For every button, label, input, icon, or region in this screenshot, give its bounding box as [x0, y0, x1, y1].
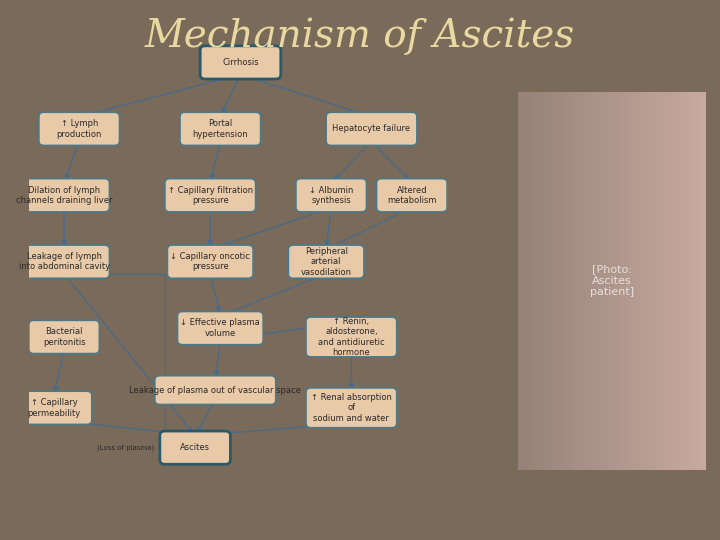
Text: ↑ Capillary filtration
pressure: ↑ Capillary filtration pressure: [168, 186, 253, 205]
FancyBboxPatch shape: [19, 245, 109, 278]
FancyBboxPatch shape: [306, 388, 397, 428]
FancyBboxPatch shape: [165, 179, 256, 212]
FancyBboxPatch shape: [19, 179, 109, 212]
Text: ↓ Capillary oncotic
pressure: ↓ Capillary oncotic pressure: [171, 252, 250, 272]
FancyBboxPatch shape: [167, 245, 253, 278]
Text: Portal
hypertension: Portal hypertension: [192, 119, 248, 139]
Text: Ascites: Ascites: [180, 443, 210, 452]
FancyBboxPatch shape: [180, 112, 261, 145]
Text: [Photo:
Ascites
patient]: [Photo: Ascites patient]: [590, 264, 634, 298]
FancyBboxPatch shape: [377, 179, 447, 212]
Text: Hepatocyte failure: Hepatocyte failure: [333, 124, 410, 133]
FancyBboxPatch shape: [200, 46, 281, 79]
FancyBboxPatch shape: [17, 391, 92, 424]
FancyBboxPatch shape: [288, 245, 364, 278]
Text: Mechanism of Ascites: Mechanism of Ascites: [145, 18, 575, 55]
Text: Dilation of lymph
channels draining liver: Dilation of lymph channels draining live…: [16, 186, 112, 205]
FancyBboxPatch shape: [155, 376, 276, 404]
FancyBboxPatch shape: [29, 320, 99, 354]
FancyBboxPatch shape: [326, 112, 417, 145]
Text: Altered
metabolism: Altered metabolism: [387, 186, 436, 205]
FancyBboxPatch shape: [306, 317, 397, 357]
Text: Leakage of plasma out of vascular space: Leakage of plasma out of vascular space: [130, 386, 301, 395]
Text: ↑ Renal absorption
of
sodium and water: ↑ Renal absorption of sodium and water: [311, 393, 392, 423]
Text: Cirrhosis: Cirrhosis: [222, 58, 258, 67]
Text: ↓ Effective plasma
volume: ↓ Effective plasma volume: [181, 319, 260, 338]
Text: ↓ Albumin
synthesis: ↓ Albumin synthesis: [309, 186, 354, 205]
Text: Leakage of lymph
into abdominal cavity: Leakage of lymph into abdominal cavity: [19, 252, 109, 272]
Text: ↑ Renin,
aldosterone,
and antidiuretic
hormone: ↑ Renin, aldosterone, and antidiuretic h…: [318, 317, 384, 357]
Text: ↑ Lymph
production: ↑ Lymph production: [56, 119, 102, 139]
FancyBboxPatch shape: [296, 179, 366, 212]
Text: Peripheral
arterial
vasodilation: Peripheral arterial vasodilation: [301, 247, 351, 276]
FancyBboxPatch shape: [160, 431, 230, 464]
FancyBboxPatch shape: [39, 112, 120, 145]
Text: ↑ Capillary
permeability: ↑ Capillary permeability: [27, 398, 81, 417]
FancyBboxPatch shape: [177, 312, 264, 345]
Text: Bacterial
peritonitis: Bacterial peritonitis: [42, 327, 86, 347]
Text: (Loss of plasma): (Loss of plasma): [97, 444, 155, 451]
